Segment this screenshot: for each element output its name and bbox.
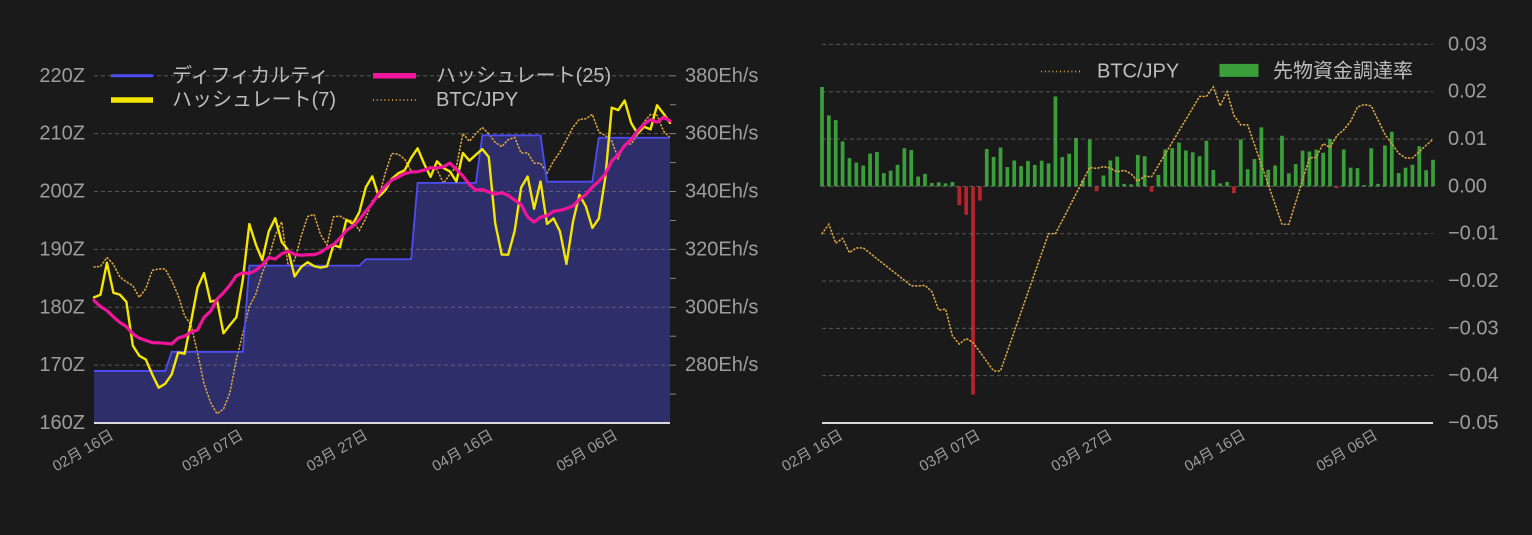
svg-text:210Z: 210Z xyxy=(39,123,85,145)
svg-text:0.01: 0.01 xyxy=(1448,128,1487,150)
svg-text:180Z: 180Z xyxy=(39,296,85,318)
svg-text:−0.05: −0.05 xyxy=(1448,412,1499,434)
svg-text:320Eh/s: 320Eh/s xyxy=(685,238,758,260)
svg-text:BTC/JPY: BTC/JPY xyxy=(436,89,518,111)
svg-text:200Z: 200Z xyxy=(39,181,85,203)
svg-text:160Z: 160Z xyxy=(39,412,85,434)
svg-text:−0.04: −0.04 xyxy=(1448,365,1499,387)
svg-text:ディフィカルティ: ディフィカルティ xyxy=(172,64,329,87)
svg-text:300Eh/s: 300Eh/s xyxy=(685,296,758,318)
svg-text:0.00: 0.00 xyxy=(1448,175,1487,197)
svg-text:−0.02: −0.02 xyxy=(1448,270,1499,292)
svg-text:280Eh/s: 280Eh/s xyxy=(685,354,758,376)
svg-text:−0.01: −0.01 xyxy=(1448,223,1499,245)
svg-text:0.02: 0.02 xyxy=(1448,81,1487,103)
svg-text:360Eh/s: 360Eh/s xyxy=(685,123,758,145)
svg-text:−0.03: −0.03 xyxy=(1448,317,1499,339)
svg-text:340Eh/s: 340Eh/s xyxy=(685,181,758,203)
svg-text:ハッシュレート(25): ハッシュレート(25) xyxy=(436,65,611,87)
svg-text:190Z: 190Z xyxy=(39,238,85,260)
svg-text:ハッシュレート(7): ハッシュレート(7) xyxy=(172,89,336,111)
svg-text:BTC/JPY: BTC/JPY xyxy=(1097,61,1179,83)
svg-text:先物資金調達率: 先物資金調達率 xyxy=(1273,60,1413,83)
svg-text:170Z: 170Z xyxy=(39,354,85,376)
svg-text:220Z: 220Z xyxy=(39,65,85,87)
svg-text:380Eh/s: 380Eh/s xyxy=(685,65,758,87)
svg-text:0.03: 0.03 xyxy=(1448,33,1487,55)
